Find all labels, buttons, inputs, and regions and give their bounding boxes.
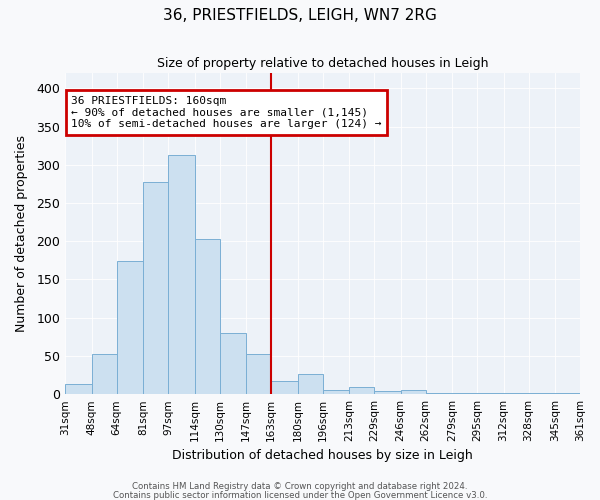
Bar [143,182,168,394]
Bar [246,354,271,394]
Bar [298,374,323,394]
Bar [168,155,194,394]
Bar [194,239,220,394]
Bar [401,390,425,394]
Title: Size of property relative to detached houses in Leigh: Size of property relative to detached ho… [157,58,488,70]
Bar [323,390,349,394]
Y-axis label: Number of detached properties: Number of detached properties [15,135,28,332]
Bar [349,386,374,394]
Text: 36, PRIESTFIELDS, LEIGH, WN7 2RG: 36, PRIESTFIELDS, LEIGH, WN7 2RG [163,8,437,22]
Bar [374,391,401,394]
Bar [271,381,298,394]
Bar [425,392,452,394]
Bar [452,392,477,394]
Bar [220,333,246,394]
Text: Contains HM Land Registry data © Crown copyright and database right 2024.: Contains HM Land Registry data © Crown c… [132,482,468,491]
Bar [116,261,143,394]
X-axis label: Distribution of detached houses by size in Leigh: Distribution of detached houses by size … [172,450,473,462]
Bar [92,354,116,394]
Text: 36 PRIESTFIELDS: 160sqm
← 90% of detached houses are smaller (1,145)
10% of semi: 36 PRIESTFIELDS: 160sqm ← 90% of detache… [71,96,382,129]
Text: Contains public sector information licensed under the Open Government Licence v3: Contains public sector information licen… [113,490,487,500]
Bar [65,384,92,394]
